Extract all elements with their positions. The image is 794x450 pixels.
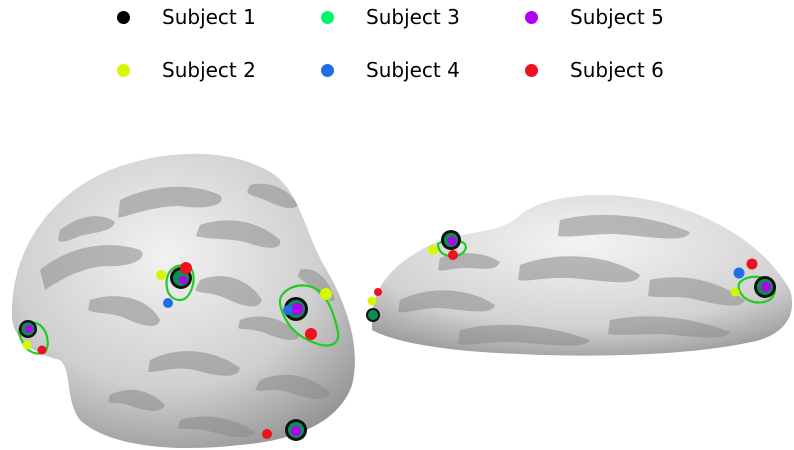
subject-markers	[19, 230, 776, 441]
marker-subject-5-left-occipital	[25, 325, 33, 333]
marker-subject-6-right-anterior	[746, 258, 758, 270]
marker-subject-6-left-frontal	[305, 328, 317, 340]
marker-subject-6-left-ventral	[262, 429, 272, 439]
marker-subject-5-right-posterior	[447, 236, 457, 246]
legend-item-subject-5: Subject 5	[525, 0, 664, 34]
legend-label-subject-3: Subject 3	[366, 5, 460, 29]
marker-subject-4-left-temporal	[163, 298, 173, 308]
marker-subject-2-left-occipital	[22, 340, 32, 350]
marker-subject-6-left-temporal	[180, 262, 192, 274]
marker-subject-5-left-temporal	[179, 276, 187, 284]
legend-item-subject-6: Subject 6	[525, 53, 664, 87]
marker-subject-3-right-edge	[368, 310, 378, 320]
legend-label-subject-5: Subject 5	[570, 5, 664, 29]
legend-label-subject-6: Subject 6	[570, 58, 664, 82]
legend-marker-subject-1	[117, 10, 130, 24]
marker-subject-5-left-ventral	[291, 426, 301, 436]
right-brain-view	[372, 195, 793, 356]
marker-subject-6-left-occipital	[37, 345, 47, 355]
marker-subject-5-right-anterior	[761, 282, 771, 292]
legend: Subject 1 Subject 2 Subject 3 Subject 4 …	[0, 0, 794, 100]
marker-subject-2-left-temporal	[156, 270, 166, 280]
marker-subject-6-right-posterior	[448, 250, 458, 260]
legend-marker-subject-6	[525, 63, 538, 77]
legend-marker-subject-4	[321, 63, 334, 77]
marker-subject-5-left-frontal	[291, 303, 303, 315]
legend-marker-subject-2	[117, 63, 130, 77]
legend-label-subject-4: Subject 4	[366, 58, 460, 82]
marker-subject-2-right-edge	[367, 296, 377, 306]
legend-item-subject-3: Subject 3	[321, 0, 460, 34]
legend-item-subject-4: Subject 4	[321, 53, 460, 87]
legend-label-subject-2: Subject 2	[162, 58, 256, 82]
legend-marker-subject-3	[321, 10, 334, 24]
marker-subject-2-right-posterior	[428, 245, 438, 255]
marker-subject-4-right-anterior	[733, 267, 745, 279]
legend-marker-subject-5	[525, 10, 538, 24]
marker-subject-6-right-edge	[374, 288, 382, 296]
left-brain-view	[11, 153, 355, 449]
roi-outline-frontal	[278, 284, 340, 347]
marker-subject-2-left-frontal	[320, 288, 332, 300]
legend-item-subject-1: Subject 1	[117, 0, 256, 34]
legend-label-subject-1: Subject 1	[162, 5, 256, 29]
marker-subject-4-left-frontal	[283, 305, 293, 315]
left-sulcal-pattern	[40, 183, 335, 438]
marker-subject-2-right-anterior	[730, 287, 740, 297]
legend-item-subject-2: Subject 2	[117, 53, 256, 87]
right-sulcal-pattern	[398, 214, 745, 346]
